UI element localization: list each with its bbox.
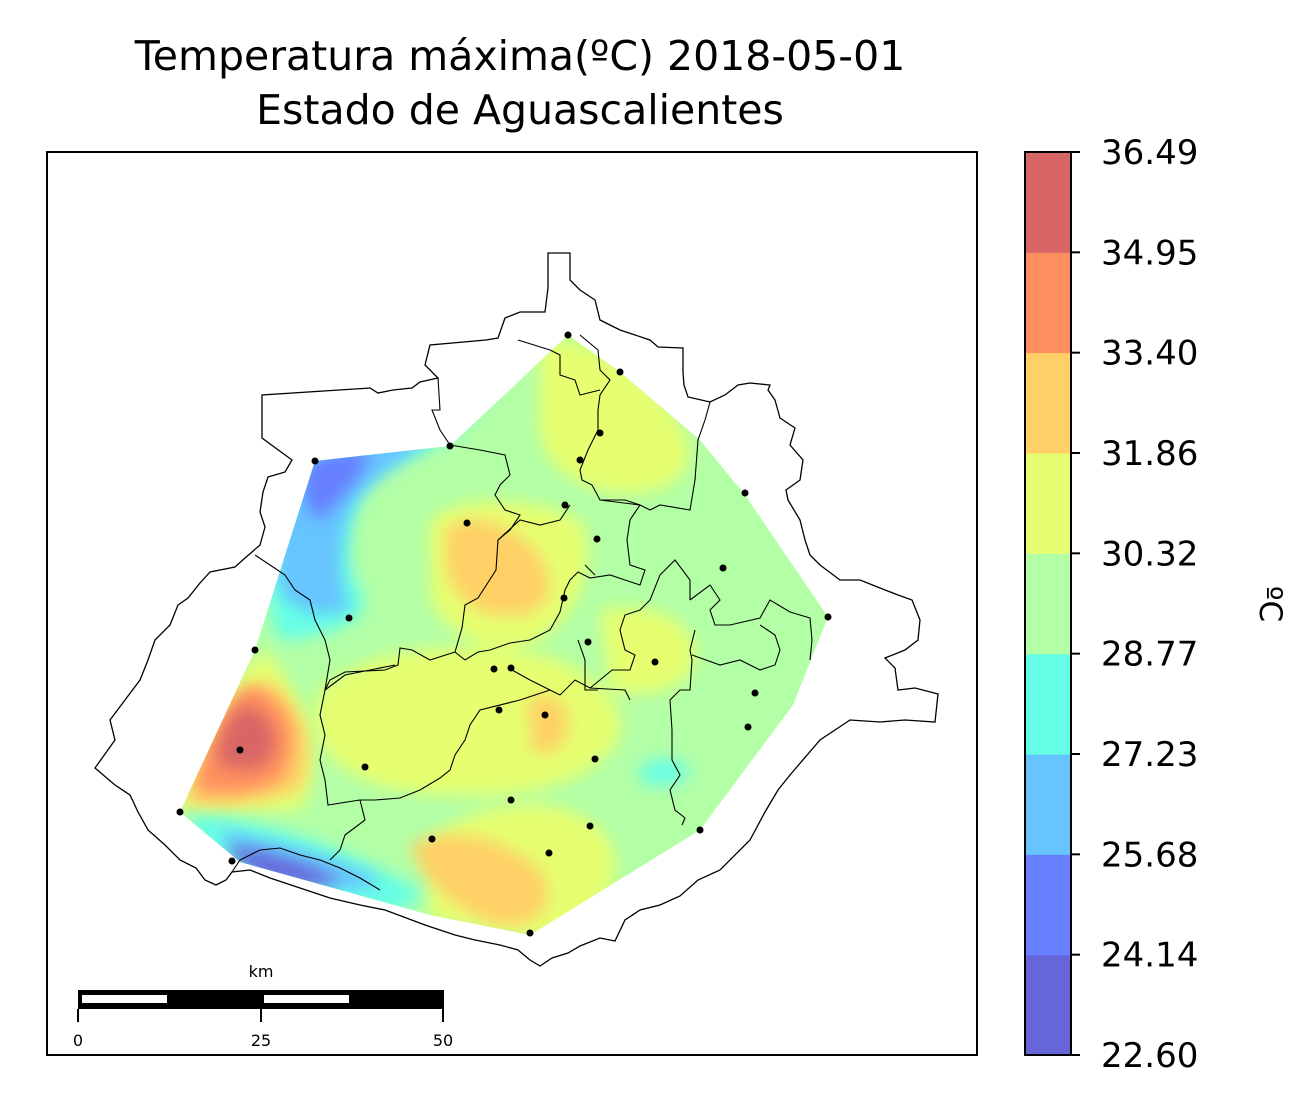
temperature-band-30-31-north (538, 339, 690, 494)
temperature-band-30-31-east (600, 607, 696, 694)
station-marker (361, 763, 369, 771)
station-marker (495, 706, 503, 714)
colorbar-tick-label: 33.40 (1101, 334, 1198, 374)
station-marker (651, 658, 659, 666)
municipal-boundaries (231, 334, 813, 891)
colorbar-band (1025, 252, 1071, 354)
scale-unit-label: km (249, 962, 274, 981)
colorbar-ticks: 22.60 24.14 25.68 27.23 28.77 30.32 31.86 33.40… (1071, 133, 1198, 1076)
colorbar-band (1025, 352, 1071, 454)
station-marker (176, 808, 184, 816)
station-marker (428, 835, 436, 843)
scale-bar: km 0 25 50 (73, 962, 453, 1050)
colorbar-band (1025, 553, 1071, 655)
temperature-band-22-24 (225, 845, 340, 886)
station-marker (584, 638, 592, 646)
temperature-band-25-27-south (220, 830, 380, 890)
map-subtitle: Estado de Aguascalientes (256, 86, 784, 134)
station-marker (751, 689, 759, 697)
scale-bar-segment (82, 995, 167, 1003)
station-marker (593, 535, 601, 543)
station-marker (744, 723, 752, 731)
station-marker (463, 519, 471, 527)
station-marker (576, 456, 584, 464)
station-marker (591, 755, 599, 763)
station-marker (446, 442, 454, 450)
colorbar-tick-label: 34.95 (1101, 233, 1198, 273)
station-markers (176, 331, 832, 937)
station-marker (507, 796, 515, 804)
scale-label-50: 50 (433, 1031, 453, 1050)
temperature-band-31-33-b (528, 695, 569, 754)
colorbar-band (1025, 854, 1071, 956)
colorbar-band (1025, 453, 1071, 554)
station-marker (545, 849, 553, 857)
station-marker (228, 857, 236, 865)
scale-bar-track (78, 990, 444, 1009)
scale-label-0: 0 (73, 1031, 83, 1050)
colorbar-unit-label: ºC (1252, 586, 1288, 622)
station-marker (490, 665, 498, 673)
scale-bar-segment (264, 995, 349, 1003)
station-marker (616, 368, 624, 376)
temperature-band-31-33-a (445, 519, 550, 616)
station-marker (526, 929, 534, 937)
map-title: Temperatura máxima(ºC) 2018-05-01 (134, 32, 906, 80)
station-marker (824, 613, 832, 621)
colorbar-tick-label: 22.60 (1101, 1036, 1198, 1076)
station-marker (541, 711, 549, 719)
colorbar-tick-label: 31.86 (1101, 434, 1198, 474)
temperature-band-31-33-c (410, 834, 548, 926)
colorbar-tick-label: 24.14 (1101, 936, 1198, 976)
colorbar-band (1025, 653, 1071, 755)
colorbar-tick-label: 28.77 (1101, 635, 1198, 675)
station-marker (507, 664, 515, 672)
station-marker (719, 564, 727, 572)
colorbar-frame (1024, 151, 1072, 1056)
state-boundary (94, 252, 939, 967)
station-marker (560, 594, 568, 602)
colorbar-band (1025, 754, 1071, 855)
station-marker (696, 826, 704, 834)
station-marker (741, 489, 749, 497)
station-marker (586, 822, 594, 830)
station-marker (564, 331, 572, 339)
temperature-band-34-36 (215, 705, 276, 771)
colorbar-tick-label: 30.32 (1101, 534, 1198, 574)
colorbar: 22.60 24.14 25.68 27.23 28.77 30.32 31.86 33.40… (1024, 133, 1288, 1076)
station-marker (311, 457, 319, 465)
colorbar-tick-label: 25.68 (1101, 835, 1198, 875)
temperature-band-30-31-central (314, 647, 621, 796)
colorbar-band (1025, 152, 1071, 253)
station-marker (236, 746, 244, 754)
colorbar-bands (1025, 152, 1071, 1056)
station-marker (561, 501, 569, 509)
colorbar-tick-label: 36.49 (1101, 133, 1198, 173)
station-marker (596, 429, 604, 437)
colorbar-band (1025, 954, 1071, 1056)
station-marker (345, 614, 353, 622)
colorbar-tick-label: 27.23 (1101, 735, 1198, 775)
scale-label-25: 25 (251, 1031, 271, 1050)
temperature-band-24-25 (303, 449, 370, 520)
station-marker (251, 646, 259, 654)
